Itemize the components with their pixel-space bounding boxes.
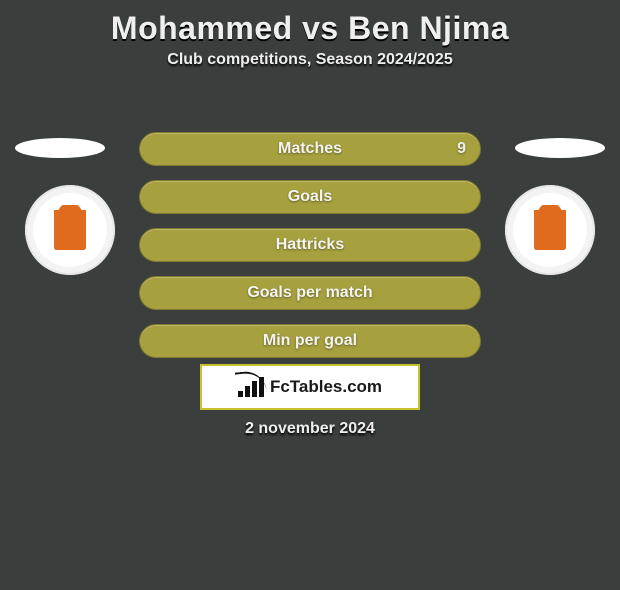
page-title: Mohammed vs Ben Njima <box>0 10 620 47</box>
date-stamp: 2 november 2024 <box>0 420 620 438</box>
stat-row-min-per-goal: Min per goal <box>139 324 481 358</box>
stat-row-matches: Matches 9 <box>139 132 481 166</box>
player-photo-right <box>515 138 605 158</box>
page-subtitle: Club competitions, Season 2024/2025 <box>0 51 620 69</box>
stat-label: Goals per match <box>247 284 372 302</box>
player-photo-left <box>15 138 105 158</box>
bar-chart-icon <box>238 377 264 397</box>
stat-label: Goals <box>288 188 332 206</box>
stat-row-hattricks: Hattricks <box>139 228 481 262</box>
stat-label: Matches <box>278 140 342 158</box>
stat-row-goals: Goals <box>139 180 481 214</box>
stat-label: Min per goal <box>263 332 357 350</box>
source-label: FcTables.com <box>270 377 382 397</box>
stat-right-value: 9 <box>457 140 466 158</box>
stat-label: Hattricks <box>276 236 344 254</box>
stats-column: Matches 9 Goals Hattricks Goals per matc… <box>140 132 480 358</box>
club-badge-right <box>505 185 595 275</box>
source-badge[interactable]: FcTables.com <box>200 364 420 410</box>
stat-row-goals-per-match: Goals per match <box>139 276 481 310</box>
club-badge-left <box>25 185 115 275</box>
